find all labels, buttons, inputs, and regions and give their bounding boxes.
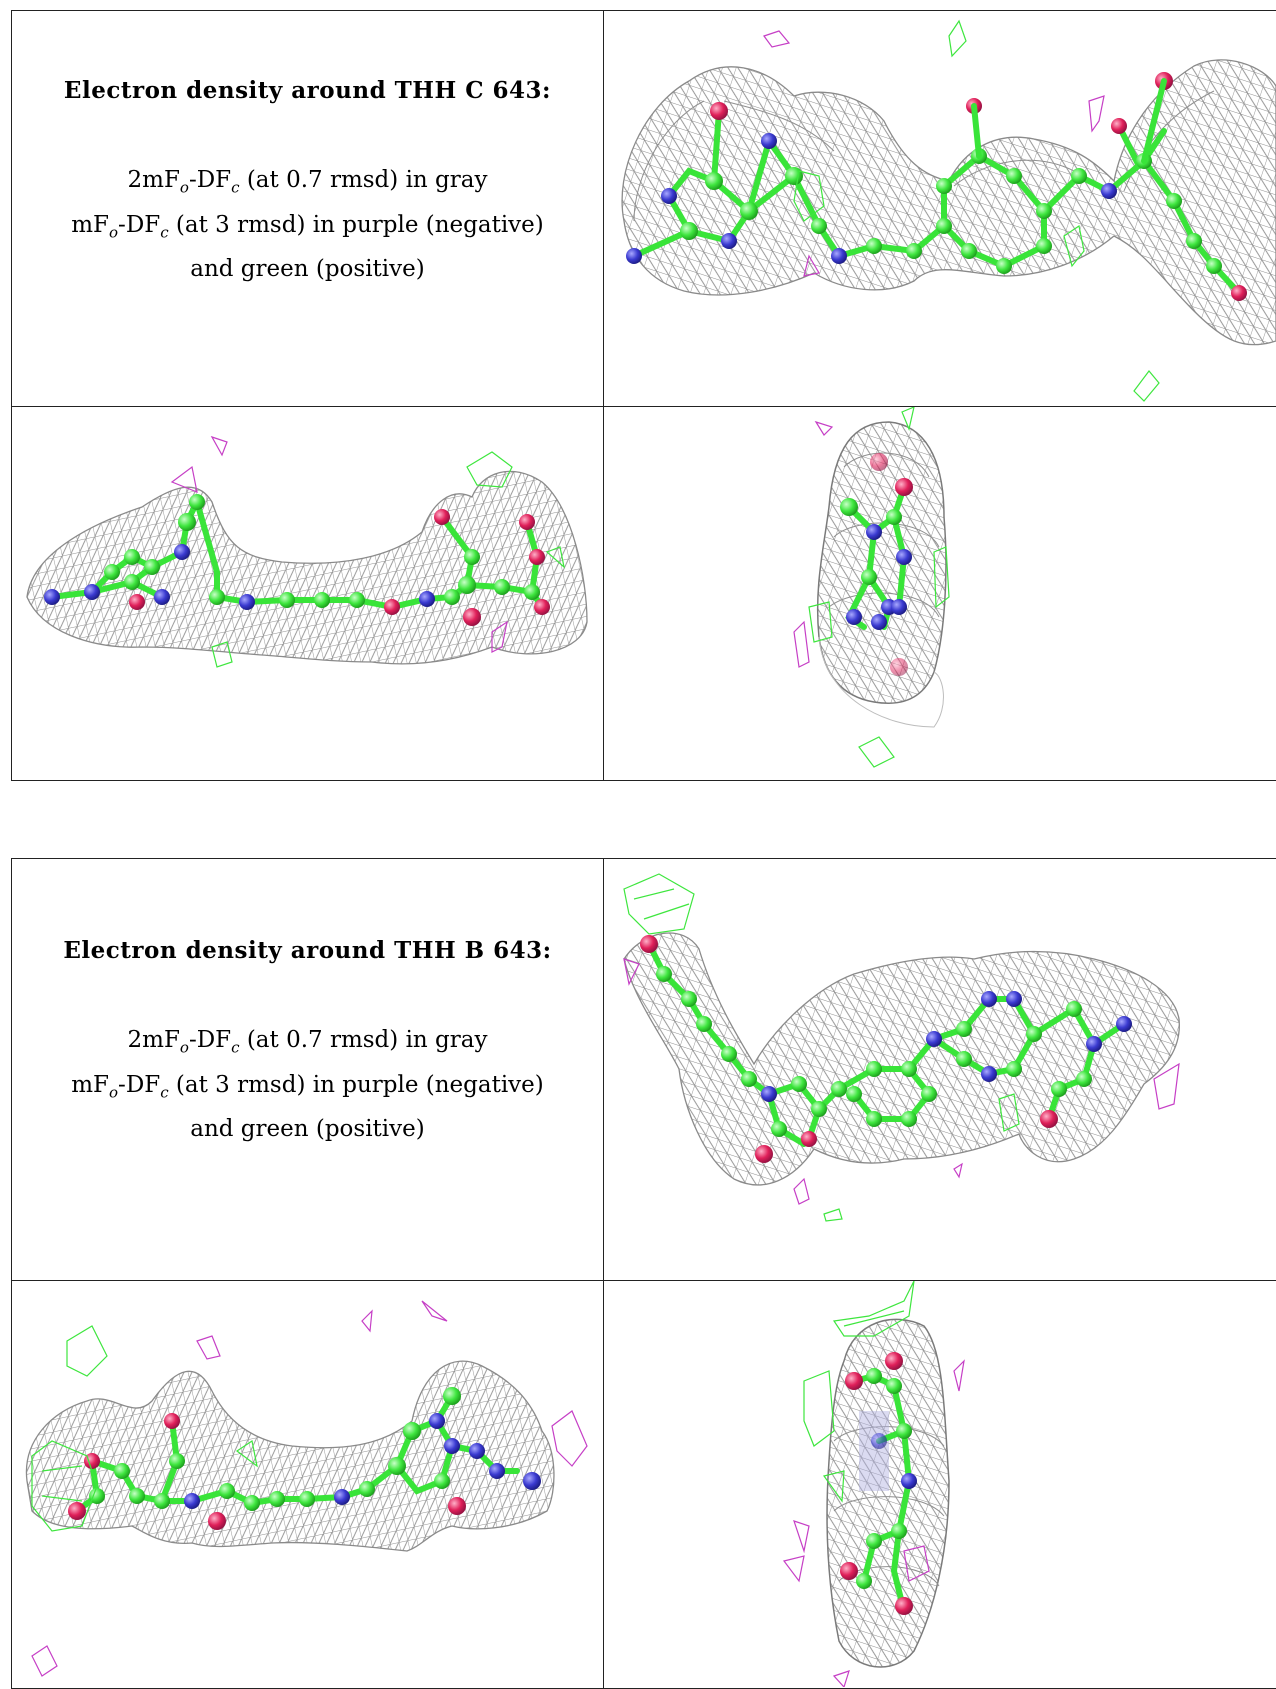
caption-body: 2mFo-DFc (at 0.7 rmsd) in gray mFo-DFc (…: [12, 162, 603, 288]
caption-body: 2mFo-DFc (at 0.7 rmsd) in gray mFo-DFc (…: [12, 1022, 603, 1148]
caption-line-gray: 2mFo-DFc (at 0.7 rmsd) in gray: [12, 1022, 603, 1067]
density-map-end-view: [604, 1281, 1276, 1689]
caption-line-difference: mFo-DFc (at 3 rmsd) in purple (negative): [12, 207, 603, 252]
caption-line-positive: and green (positive): [12, 251, 603, 288]
density-map-top-view: [604, 11, 1276, 407]
caption-line-difference: mFo-DFc (at 3 rmsd) in purple (negative): [12, 1067, 603, 1112]
density-map-side-view: [12, 1281, 604, 1689]
figure-panel-thh-b-643: Electron density around THH B 643: 2mFo-…: [11, 858, 1276, 1689]
caption-line-gray: 2mFo-DFc (at 0.7 rmsd) in gray: [12, 162, 603, 207]
caption-title: Electron density around THH B 643:: [12, 937, 603, 964]
caption: Electron density around THH B 643: 2mFo-…: [12, 859, 603, 1148]
figure-panel-thh-c-643: Electron density around THH C 643: 2mFo-…: [11, 10, 1276, 781]
density-map-end-view: [604, 407, 1276, 781]
caption-cell: Electron density around THH B 643: 2mFo-…: [12, 859, 604, 1281]
caption-line-positive: and green (positive): [12, 1111, 603, 1148]
density-map-top-view: [604, 859, 1276, 1281]
caption-title: Electron density around THH C 643:: [12, 77, 603, 104]
density-map-side-view: [12, 407, 604, 781]
caption-cell: Electron density around THH C 643: 2mFo-…: [12, 11, 604, 407]
caption: Electron density around THH C 643: 2mFo-…: [12, 11, 603, 288]
